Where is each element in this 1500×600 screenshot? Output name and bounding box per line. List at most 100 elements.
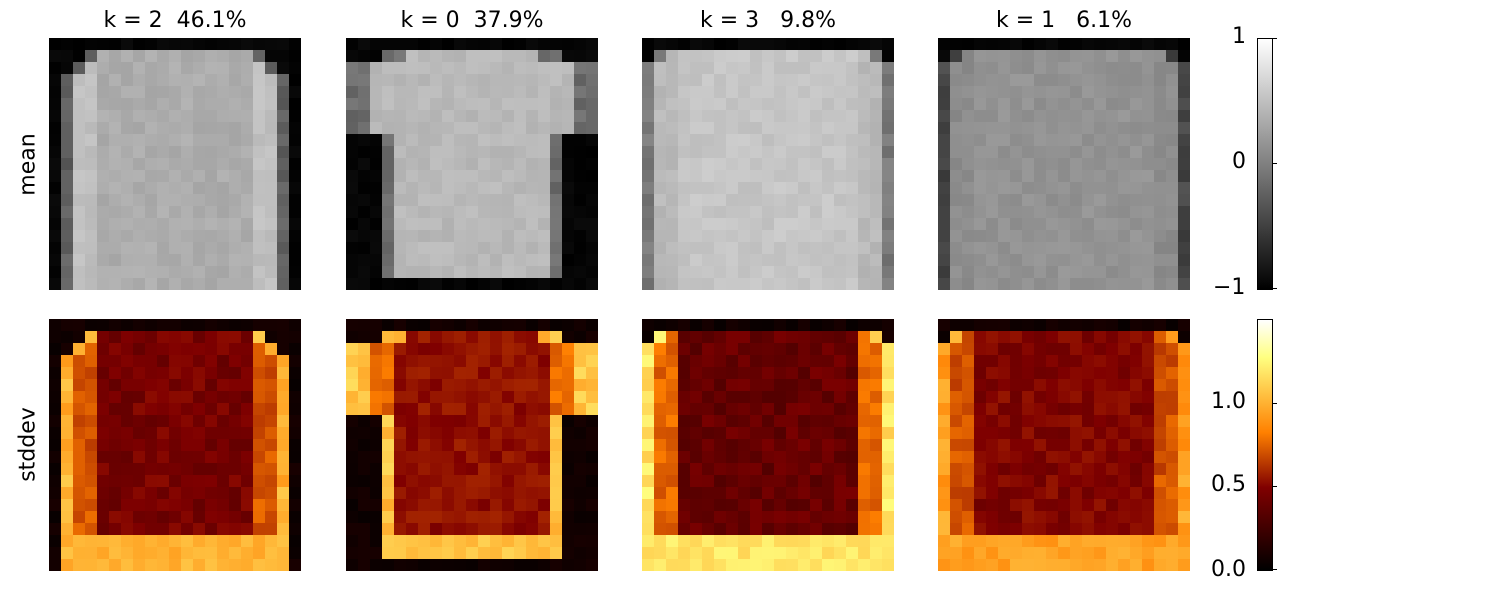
stddev-heatmap-0 <box>49 319 301 571</box>
stddev-cell <box>1106 475 1118 487</box>
stddev-cell <box>442 487 454 499</box>
mean-cell <box>774 134 786 146</box>
mean-cell <box>750 278 762 290</box>
stddev-cell <box>774 439 786 451</box>
mean-cell <box>882 38 894 50</box>
mean-cell <box>574 230 586 242</box>
stddev-cell <box>109 499 121 511</box>
mean-cell <box>834 86 846 98</box>
stddev-cell <box>1106 487 1118 499</box>
stddev-cell <box>1178 355 1190 367</box>
mean-cell <box>858 86 870 98</box>
stddev-cell <box>1010 391 1022 403</box>
stddev-cell <box>798 559 810 571</box>
stddev-cell <box>882 391 894 403</box>
mean-cell <box>974 194 986 206</box>
mean-cell <box>822 122 834 134</box>
mean-cell <box>478 218 490 230</box>
mean-cell <box>550 98 562 110</box>
mean-cell <box>1058 170 1070 182</box>
mean-cell <box>514 206 526 218</box>
mean-cell <box>406 230 418 242</box>
stddev-cell <box>574 547 586 559</box>
stddev-cell <box>454 475 466 487</box>
stddev-cell <box>346 463 358 475</box>
stddev-cell <box>514 355 526 367</box>
mean-cell <box>1154 86 1166 98</box>
mean-cell <box>73 38 85 50</box>
mean-cell <box>714 146 726 158</box>
stddev-cell <box>1094 427 1106 439</box>
stddev-cell <box>870 499 882 511</box>
stddev-cell <box>1118 343 1130 355</box>
stddev-cell <box>253 415 265 427</box>
stddev-cell <box>346 403 358 415</box>
mean-cell <box>241 254 253 266</box>
stddev-cell <box>950 535 962 547</box>
mean-cell <box>490 38 502 50</box>
stddev-cell <box>133 559 145 571</box>
stddev-cell <box>382 367 394 379</box>
stddev-cell <box>73 343 85 355</box>
stddev-cell <box>406 343 418 355</box>
mean-cell <box>974 122 986 134</box>
mean-cell <box>1022 86 1034 98</box>
mean-cell <box>870 230 882 242</box>
stddev-cell <box>1070 343 1082 355</box>
stddev-cell <box>229 535 241 547</box>
mean-cell <box>1010 74 1022 86</box>
stddev-cell <box>738 535 750 547</box>
mean-cell <box>810 50 822 62</box>
mean-cell <box>1082 86 1094 98</box>
stddev-cell <box>774 343 786 355</box>
stddev-cell <box>714 511 726 523</box>
stddev-cell <box>690 451 702 463</box>
stddev-cell <box>1118 499 1130 511</box>
stddev-cell <box>49 343 61 355</box>
stddev-cell <box>346 523 358 535</box>
mean-cell <box>466 98 478 110</box>
mean-cell <box>1046 170 1058 182</box>
mean-cell <box>526 134 538 146</box>
mean-cell <box>1022 74 1034 86</box>
stddev-cell <box>1130 439 1142 451</box>
stddev-cell <box>786 379 798 391</box>
stddev-cell <box>217 427 229 439</box>
stddev-cell <box>586 403 598 415</box>
stddev-cell <box>454 487 466 499</box>
mean-cell <box>217 158 229 170</box>
mean-cell <box>834 50 846 62</box>
mean-cell <box>786 206 798 218</box>
mean-cell <box>382 206 394 218</box>
mean-cell <box>1130 62 1142 74</box>
stddev-cell <box>478 319 490 331</box>
stddev-cell <box>1022 415 1034 427</box>
stddev-cell <box>562 331 574 343</box>
stddev-cell <box>289 487 301 499</box>
mean-cell <box>1094 98 1106 110</box>
mean-cell <box>1118 50 1130 62</box>
stddev-cell <box>1058 487 1070 499</box>
stddev-cell <box>938 379 950 391</box>
mean-cell <box>1034 206 1046 218</box>
stddev-cell <box>750 379 762 391</box>
mean-cell <box>1082 254 1094 266</box>
mean-cell <box>786 194 798 206</box>
mean-cell <box>265 134 277 146</box>
stddev-cell <box>726 403 738 415</box>
stddev-cell <box>1166 463 1178 475</box>
mean-cell <box>774 86 786 98</box>
mean-cell <box>133 194 145 206</box>
mean-cell <box>514 254 526 266</box>
stddev-cell <box>490 499 502 511</box>
stddev-cell <box>1118 559 1130 571</box>
mean-cell <box>786 98 798 110</box>
mean-cell <box>1094 134 1106 146</box>
stddev-cell <box>145 427 157 439</box>
mean-cell <box>466 50 478 62</box>
stddev-cell <box>277 451 289 463</box>
stddev-cell <box>586 439 598 451</box>
mean-cell <box>61 86 73 98</box>
mean-cell <box>442 122 454 134</box>
mean-cell <box>418 182 430 194</box>
